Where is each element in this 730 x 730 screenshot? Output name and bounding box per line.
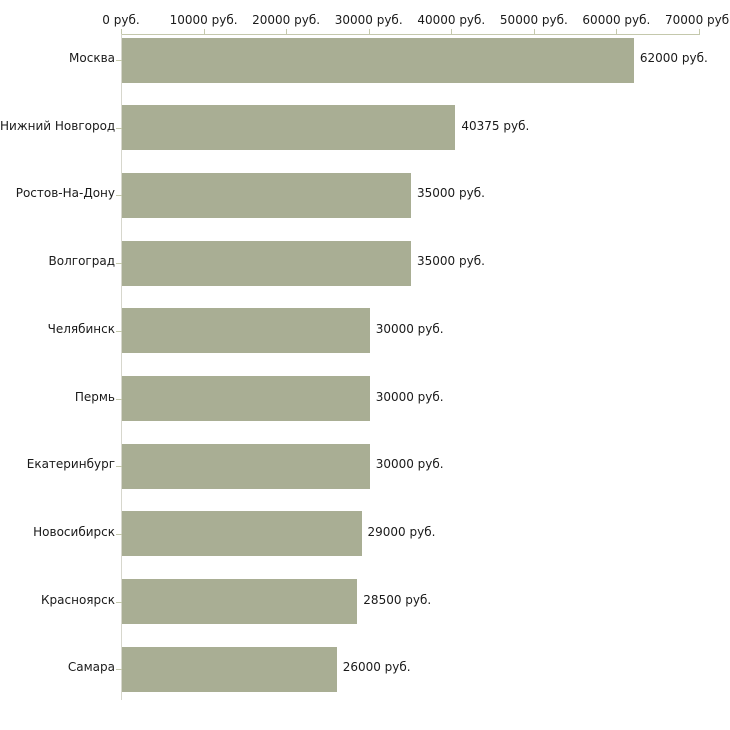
category-tick	[116, 466, 122, 468]
bar	[122, 579, 358, 625]
x-axis-tick-label: 50000 руб.	[499, 13, 568, 27]
x-axis-tick-label: 10000 руб.	[169, 13, 238, 27]
value-label: 62000 руб.	[639, 51, 708, 65]
value-label: 30000 руб.	[375, 321, 444, 336]
bar	[122, 443, 370, 489]
value-label: 30000 руб.	[375, 389, 444, 404]
value-label: 35000 руб.	[417, 254, 485, 269]
value-label: 28500 руб.	[363, 592, 432, 607]
category-tick	[116, 263, 122, 265]
x-axis-tick-label: 60000 руб.	[582, 13, 651, 27]
category-label: Челябинск	[47, 321, 115, 336]
bar	[122, 376, 370, 421]
category-tick	[116, 127, 122, 129]
category-label: Пермь	[74, 389, 115, 404]
category-tick	[116, 533, 122, 535]
bar	[122, 240, 411, 286]
category-label: Самара	[67, 660, 115, 675]
category-label: Москва	[69, 51, 115, 65]
category-label: Екатеринбург	[26, 457, 115, 472]
category-tick	[116, 60, 122, 61]
category-label: Новосибирск	[33, 524, 115, 539]
x-axis-tick	[368, 29, 370, 34]
bar	[122, 308, 370, 354]
category-tick	[116, 669, 122, 671]
category-tick	[116, 601, 122, 603]
x-axis-tick-label: 30000 руб.	[334, 13, 403, 27]
bar	[122, 646, 337, 692]
category-label: Красноярск	[41, 592, 115, 607]
x-axis-tick	[286, 29, 288, 34]
bar	[122, 37, 634, 83]
category-label: Волгоград	[48, 254, 115, 269]
x-axis-tick-label: 0 руб.	[102, 13, 140, 27]
x-axis-tick	[699, 29, 700, 34]
category-tick	[116, 330, 122, 332]
value-label: 35000 руб.	[417, 186, 485, 201]
x-axis-tick	[121, 29, 122, 34]
x-axis-line	[121, 34, 700, 35]
x-axis-tick-label: 40000 руб.	[417, 13, 486, 27]
x-axis-tick-label: 70000 руб.	[665, 13, 730, 27]
value-label: 26000 руб.	[342, 660, 411, 675]
x-axis-tick	[451, 29, 453, 34]
x-axis-tick	[203, 29, 205, 34]
value-label: 40375 руб.	[461, 118, 530, 133]
category-label: Ростов-На-Дону	[15, 186, 115, 201]
y-axis-line	[121, 34, 122, 700]
value-label: 29000 руб.	[367, 524, 436, 539]
bar	[122, 105, 456, 151]
x-axis-tick	[533, 29, 535, 34]
category-tick	[116, 398, 122, 400]
bar	[122, 172, 411, 218]
x-axis-tick-label: 20000 руб.	[252, 13, 321, 27]
category-label: Нижний Новгород	[0, 118, 116, 133]
bar	[122, 511, 362, 557]
value-label: 30000 руб.	[375, 457, 444, 472]
category-tick	[116, 195, 122, 197]
x-axis-tick	[616, 29, 618, 34]
